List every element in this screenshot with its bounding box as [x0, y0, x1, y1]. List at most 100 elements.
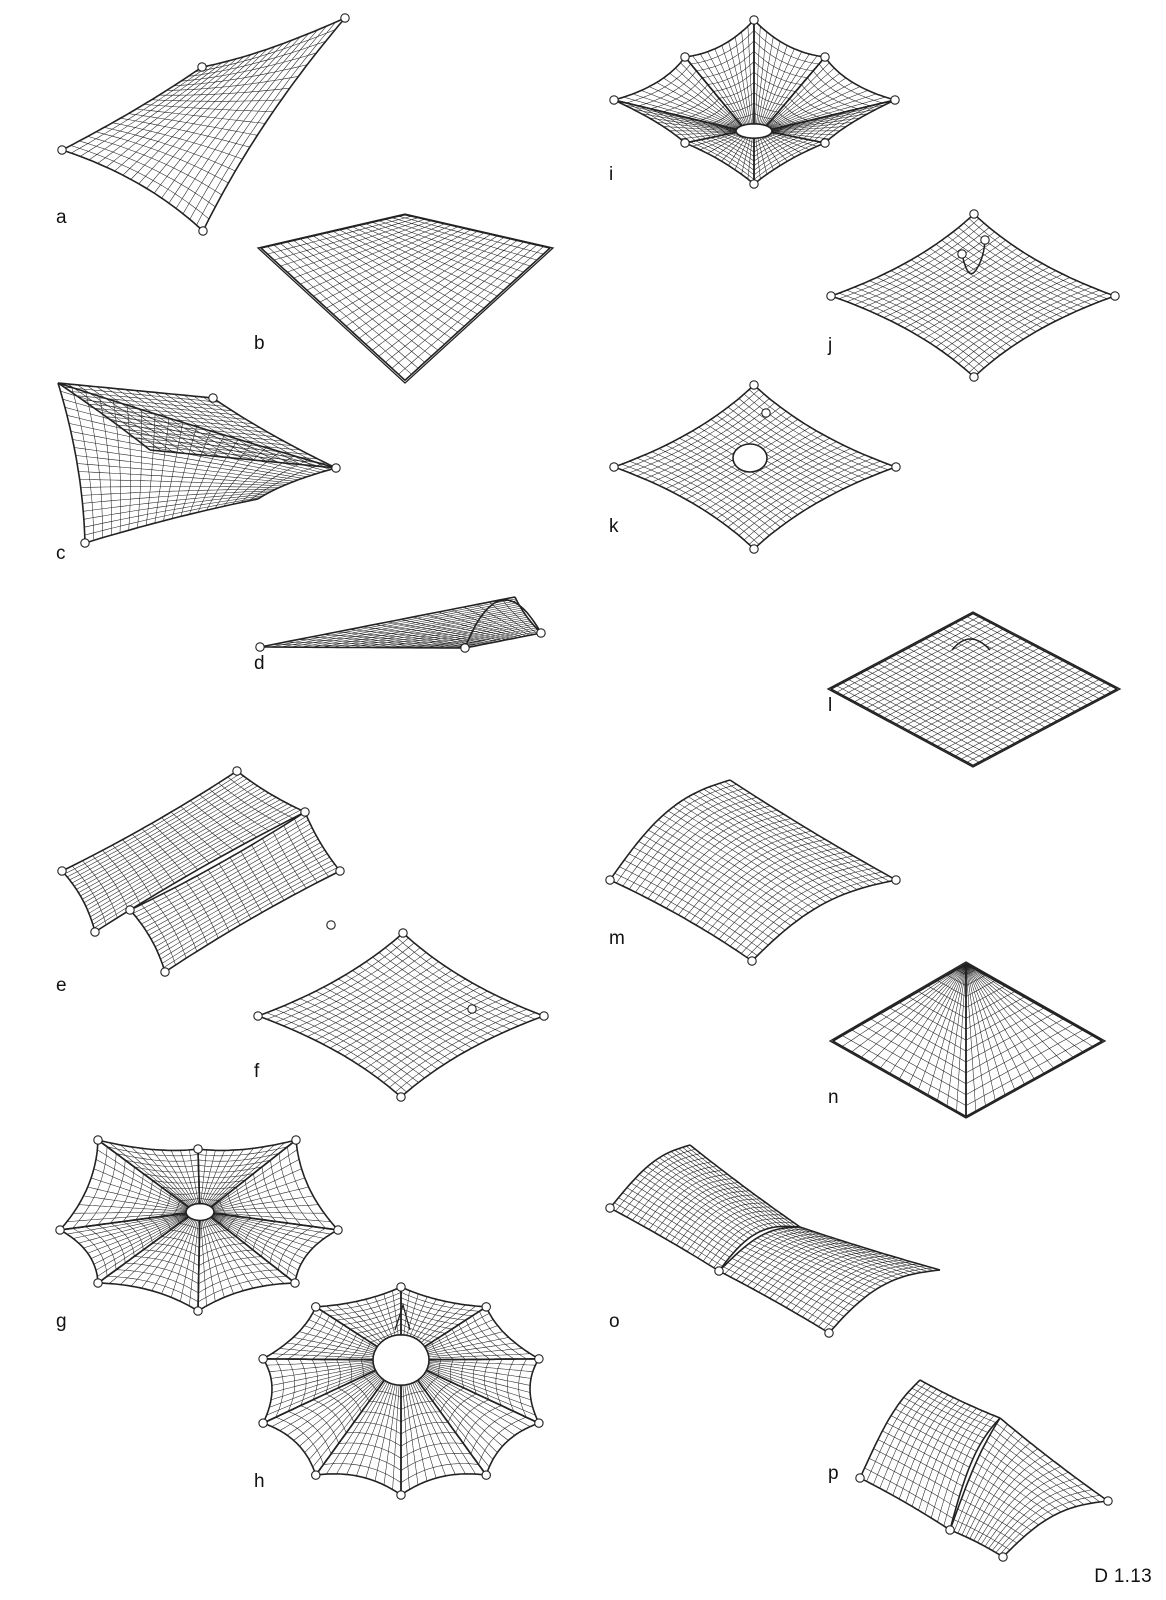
mesh-line — [240, 459, 309, 503]
mesh-line — [143, 1249, 200, 1266]
mesh-line — [753, 140, 815, 176]
support-node — [826, 291, 836, 301]
mesh-line — [713, 851, 847, 936]
mesh-line — [110, 1166, 135, 1224]
mesh-line — [753, 30, 820, 65]
mesh-line — [223, 451, 281, 507]
mesh-line — [956, 969, 967, 976]
mesh-line — [213, 1204, 319, 1212]
support-node — [749, 380, 759, 390]
mesh-line — [60, 390, 331, 470]
mesh-line — [97, 1282, 199, 1312]
mesh-line — [695, 140, 755, 176]
mesh-line — [378, 241, 524, 357]
mesh-line — [59, 1139, 99, 1231]
mesh-line — [753, 137, 799, 162]
mesh-line — [72, 1228, 108, 1277]
mesh-line — [206, 443, 253, 511]
support-node — [208, 393, 218, 403]
mesh-line — [751, 879, 897, 962]
mesh-line — [339, 229, 485, 309]
mesh-line — [708, 786, 871, 887]
mesh-line — [326, 1380, 387, 1475]
mesh-line — [116, 1269, 199, 1294]
mesh-line — [963, 289, 1100, 369]
mesh-line — [400, 1292, 480, 1312]
mesh-line — [336, 1304, 383, 1345]
mesh-line — [266, 1369, 376, 1416]
mesh-line — [164, 870, 341, 973]
mesh-line — [130, 1217, 193, 1287]
eye-ring — [735, 122, 773, 140]
mesh-line — [828, 1269, 941, 1334]
mesh-line — [915, 1383, 997, 1423]
panel-label-h: h — [254, 1471, 265, 1492]
mesh-line — [747, 137, 753, 180]
panel-label-l: l — [828, 695, 833, 716]
support-node — [311, 1470, 321, 1480]
support-node — [1110, 291, 1120, 301]
mesh-line — [198, 1249, 254, 1266]
mesh-line — [371, 998, 503, 1074]
mesh-line — [753, 61, 802, 85]
mesh-line — [311, 1359, 318, 1400]
mesh-line — [198, 1256, 262, 1276]
mesh-line — [428, 1360, 536, 1366]
mesh-line — [315, 1473, 402, 1496]
mesh-line — [57, 382, 337, 469]
mesh-line — [455, 1399, 490, 1434]
mesh-line — [426, 1369, 540, 1424]
mesh-line — [180, 1150, 198, 1205]
support-node — [890, 95, 900, 105]
mesh-line — [941, 277, 1070, 352]
mesh-line — [123, 428, 293, 446]
mesh-line — [269, 1367, 376, 1408]
mesh-line — [398, 246, 544, 375]
mesh-line — [763, 1244, 855, 1296]
support-node — [980, 235, 990, 245]
mesh-line — [353, 1422, 402, 1435]
mesh-line — [832, 1040, 967, 1118]
mesh-line — [628, 853, 775, 941]
support-node — [749, 15, 759, 25]
mesh-line — [795, 91, 834, 115]
mesh-line — [689, 1144, 801, 1228]
mesh-line — [122, 1221, 144, 1250]
mesh-line — [61, 870, 96, 933]
mesh-line — [107, 1276, 199, 1303]
mesh-line — [372, 222, 518, 279]
mesh-line — [743, 460, 881, 541]
support-node — [193, 1306, 203, 1316]
mesh-line — [772, 1230, 899, 1279]
mesh-line — [387, 621, 504, 641]
mesh-line — [953, 1424, 1008, 1532]
mesh-line — [798, 114, 834, 138]
mesh-line — [419, 1377, 494, 1460]
mesh-line — [722, 411, 851, 486]
mesh-line — [94, 811, 306, 933]
mesh-line — [287, 1411, 332, 1455]
mesh-line — [678, 1148, 787, 1227]
mesh-line — [374, 1296, 394, 1339]
mesh-line — [400, 1411, 441, 1423]
mesh-line — [155, 849, 325, 948]
mesh-line — [465, 1319, 503, 1360]
mesh-line — [692, 1206, 772, 1255]
mesh-line — [240, 851, 274, 907]
mesh-line — [947, 280, 1078, 356]
mesh-line — [336, 1381, 389, 1475]
mesh-line — [910, 259, 1037, 332]
mesh-line — [880, 963, 967, 1069]
mesh-line — [655, 1160, 761, 1232]
mesh-line — [472, 1315, 515, 1360]
mesh-line — [889, 963, 967, 1074]
mesh-line — [275, 1311, 323, 1360]
mesh-line — [529, 1358, 540, 1424]
mesh-line — [929, 270, 1056, 344]
panel-label-p: p — [828, 1463, 839, 1484]
mesh-line — [438, 611, 519, 638]
mesh-line — [271, 1371, 377, 1427]
mesh-line — [771, 108, 877, 131]
mesh-line — [813, 70, 871, 107]
mesh-line — [680, 131, 737, 140]
